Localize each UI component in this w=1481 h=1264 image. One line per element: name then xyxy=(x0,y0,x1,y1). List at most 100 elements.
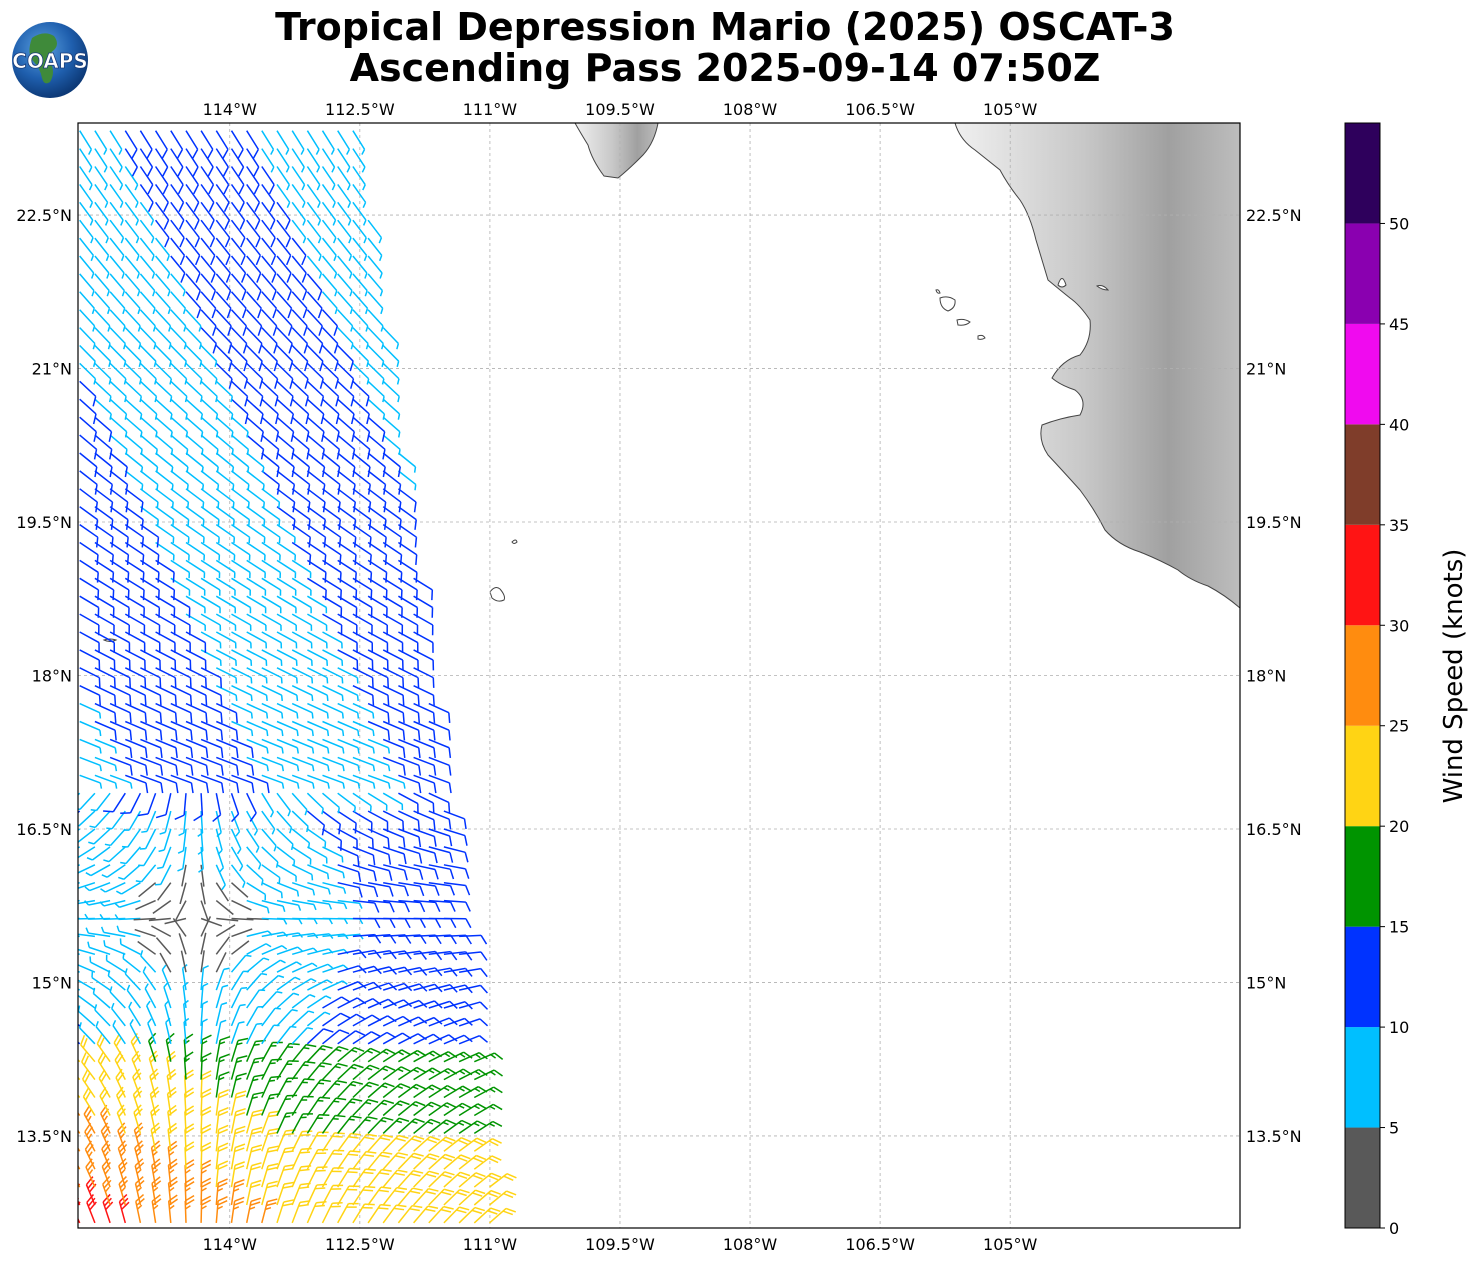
wind-barb xyxy=(139,291,156,315)
wind-barb xyxy=(78,932,95,938)
wind-barb xyxy=(246,309,263,336)
wind-barb xyxy=(215,1019,227,1044)
wind-barb xyxy=(155,541,175,561)
wind-barb xyxy=(246,130,260,159)
wind-barb xyxy=(109,523,129,548)
wind-barb xyxy=(276,219,292,248)
wind-barb xyxy=(79,362,97,385)
wind-barb xyxy=(276,1181,295,1206)
wind-barb xyxy=(147,1018,157,1045)
wind-barb xyxy=(230,1055,248,1080)
wind-barb xyxy=(291,470,311,495)
coaps-logo: COAPS xyxy=(12,22,88,98)
wind-barb xyxy=(154,130,168,159)
wind-barb xyxy=(428,1171,455,1188)
wind-barb xyxy=(170,166,184,195)
wind-barb xyxy=(155,523,175,544)
wind-barb xyxy=(167,1104,178,1134)
wind-barb xyxy=(185,291,202,319)
map-frame xyxy=(77,122,1241,1229)
wind-barb xyxy=(109,362,127,385)
wind-barb xyxy=(79,738,102,754)
wind-barb xyxy=(337,1167,360,1188)
wind-barb xyxy=(306,416,325,442)
wind-barb xyxy=(116,882,141,895)
wind-barb xyxy=(443,828,468,846)
wind-barb xyxy=(306,810,326,836)
wind-barb xyxy=(306,327,324,354)
wind-barb xyxy=(307,738,330,754)
wind-barb xyxy=(443,1189,470,1206)
wind-barb xyxy=(322,631,343,649)
wind-barb xyxy=(185,667,207,688)
wind-barb xyxy=(94,452,113,478)
wind-barb xyxy=(94,434,113,460)
wind-barb xyxy=(276,344,294,372)
wind-barb xyxy=(200,882,206,905)
wind-barb xyxy=(291,649,313,666)
wind-barb xyxy=(398,720,421,741)
wind-barb xyxy=(101,1158,111,1188)
wind-barb xyxy=(398,999,428,1009)
wind-barb xyxy=(200,720,224,741)
wind-barb xyxy=(159,952,172,973)
wind-barb xyxy=(337,309,354,332)
wind-barb xyxy=(140,649,161,671)
wind-barb xyxy=(398,828,422,848)
wind-barb xyxy=(382,452,402,478)
wind-barb xyxy=(200,649,222,666)
wind-barb xyxy=(276,488,296,513)
wind-barb xyxy=(109,130,123,155)
wind-barb xyxy=(117,1140,128,1170)
wind-barb xyxy=(473,1069,503,1081)
colorbar-segment xyxy=(1345,625,1380,726)
wind-barb xyxy=(84,881,111,892)
wind-barb xyxy=(413,881,440,896)
wind-barb xyxy=(276,434,295,460)
wind-barb xyxy=(198,846,204,873)
wind-barb xyxy=(230,954,252,973)
wind-barb xyxy=(79,434,98,460)
wind-barb xyxy=(139,380,158,403)
wind-barb xyxy=(367,756,391,772)
wind-barb xyxy=(321,398,340,425)
wind-barb xyxy=(155,416,173,438)
wind-barb xyxy=(185,201,200,230)
wind-barb xyxy=(79,756,102,772)
wind-barb xyxy=(428,864,455,880)
wind-barb xyxy=(291,702,314,719)
wind-barb xyxy=(291,362,309,389)
wind-barb xyxy=(246,702,269,719)
wind-barb xyxy=(124,702,147,724)
wind-barb xyxy=(367,1048,396,1063)
wind-barb xyxy=(231,702,253,719)
wind-barb xyxy=(321,1114,346,1134)
colorbar-segment xyxy=(1345,424,1380,525)
wind-barb xyxy=(413,810,436,831)
wind-barb xyxy=(246,649,268,666)
wind-barb xyxy=(139,201,155,226)
wind-barb xyxy=(139,255,156,279)
wind-barb xyxy=(352,1098,379,1117)
wind-barb xyxy=(291,962,318,973)
wind-barb xyxy=(261,959,286,973)
wind-barb xyxy=(124,470,144,491)
wind-barb xyxy=(170,470,189,491)
wind-barb xyxy=(216,774,240,794)
wind-barb xyxy=(79,488,99,513)
wind-barb xyxy=(413,685,435,706)
colorbar-segment xyxy=(1345,123,1380,224)
wind-barb xyxy=(231,774,255,794)
wind-barb xyxy=(100,926,126,938)
wind-barb xyxy=(337,1013,366,1027)
wind-barb xyxy=(215,559,236,579)
wind-barb xyxy=(291,1026,314,1045)
wind-barb xyxy=(86,1194,97,1224)
wind-barb xyxy=(291,219,307,244)
wind-barb xyxy=(78,810,96,827)
wind-barb xyxy=(291,183,306,209)
wind-barb xyxy=(322,1012,351,1027)
wind-barb xyxy=(79,327,96,350)
wind-barb xyxy=(368,899,395,913)
wind-barb xyxy=(337,201,352,226)
